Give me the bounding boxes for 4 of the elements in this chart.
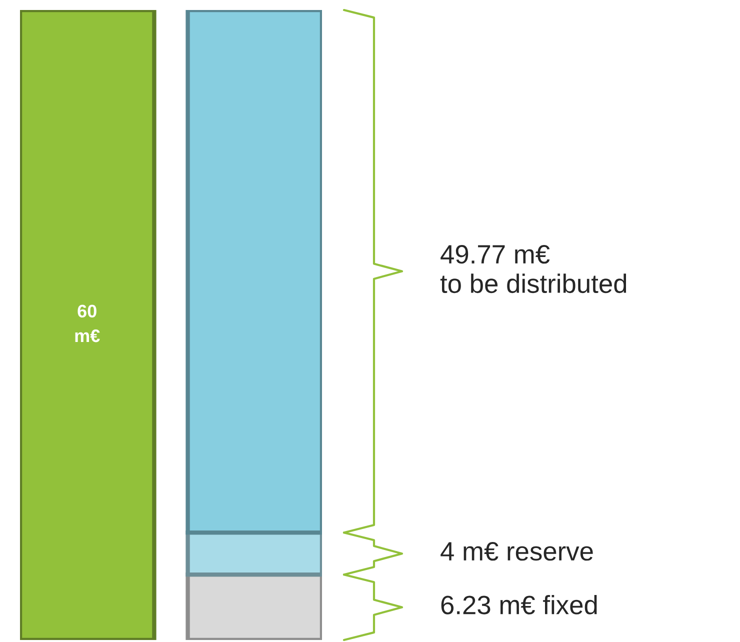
text: 6.23 m€ fixed (441, 594, 597, 614)
data-label: 60 m€ (75, 304, 100, 342)
text: 49.77 m€ to be distributed (440, 245, 626, 294)
text: 4 m€ reserve (440, 542, 593, 561)
